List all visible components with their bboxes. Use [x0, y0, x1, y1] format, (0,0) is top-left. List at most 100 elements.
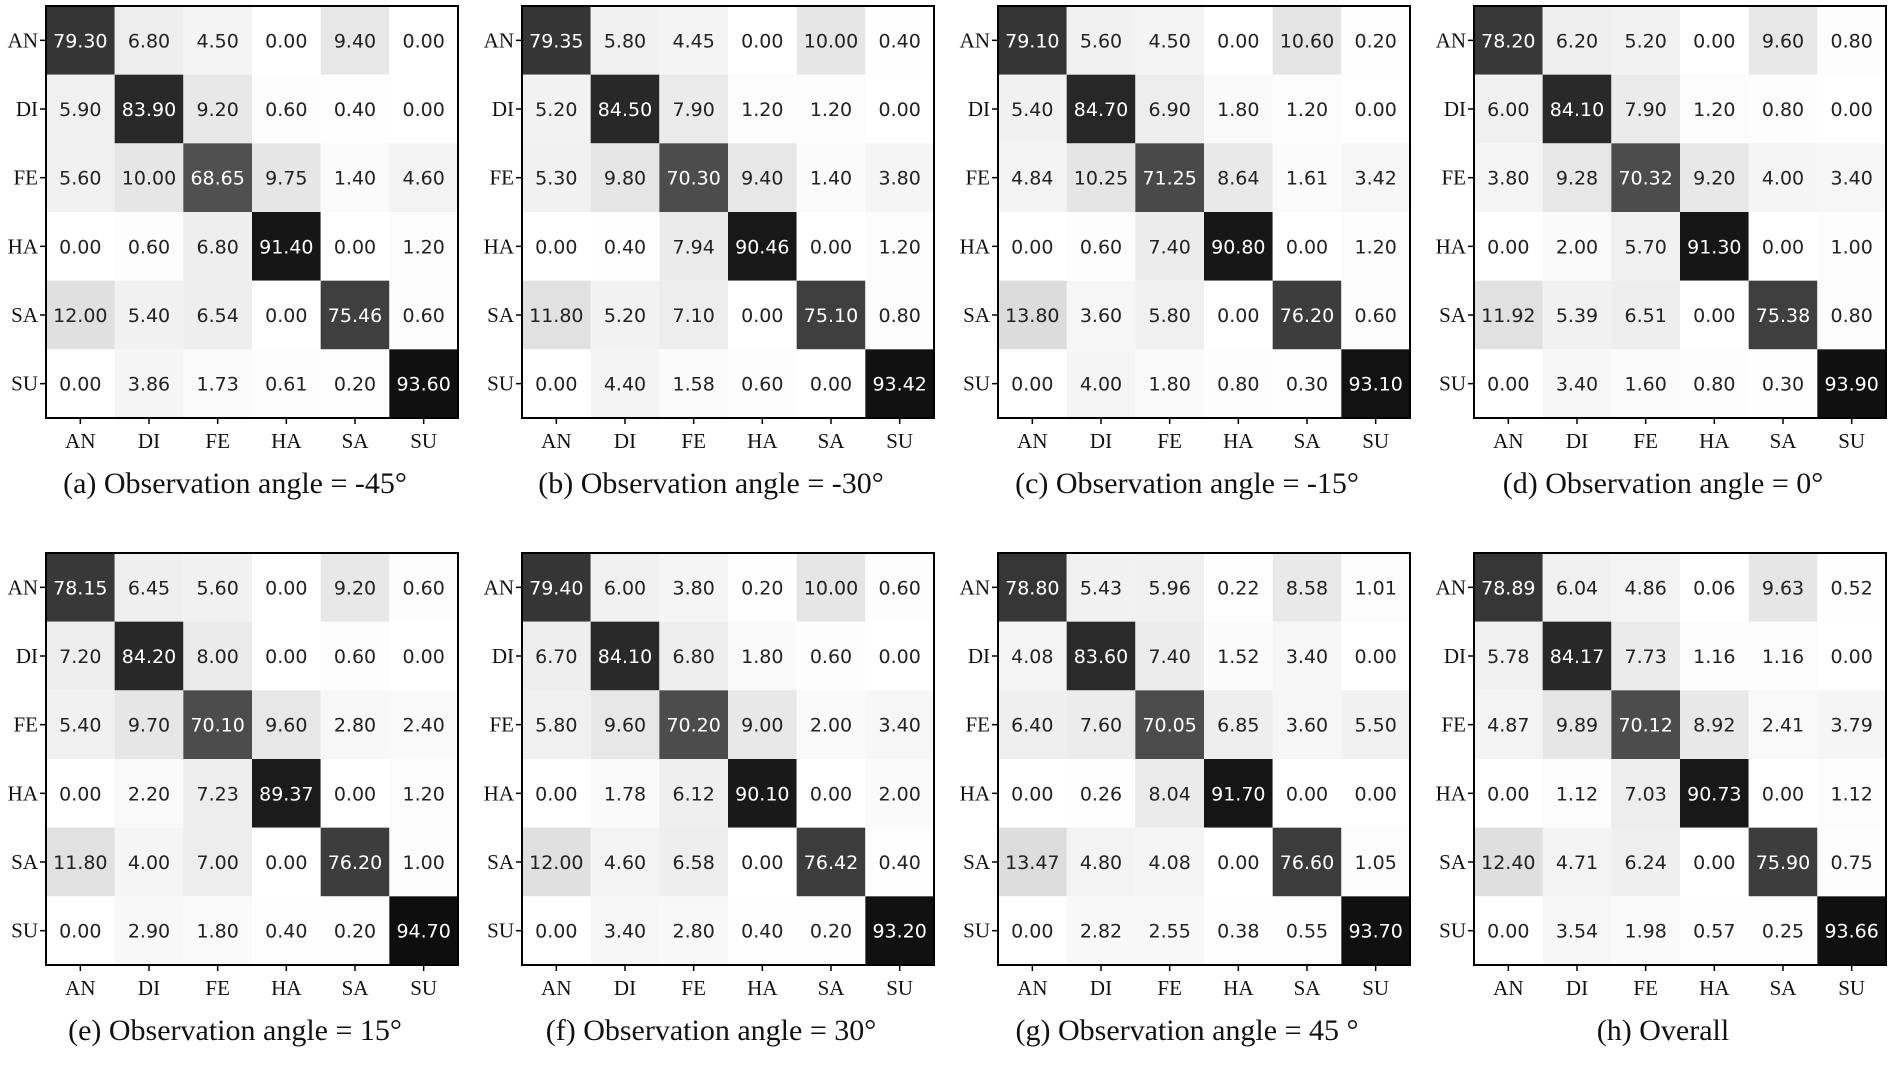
- y-tick-label: DI: [1444, 644, 1466, 668]
- y-tick-label: SU: [963, 372, 990, 396]
- cell-value-label: 0.00: [1217, 30, 1259, 52]
- matrix-cell: [1204, 827, 1273, 897]
- cell-value-label: 0.25: [1762, 921, 1804, 943]
- x-tick-label: SU: [410, 429, 437, 453]
- matrix-cell: [46, 621, 115, 691]
- matrix-cell: [1680, 827, 1749, 897]
- matrix-cell: [590, 553, 660, 622]
- cell-value-label: 8.04: [1149, 783, 1191, 805]
- cell-value-label: 0.00: [1693, 30, 1735, 52]
- cell-value-label: 5.60: [59, 168, 101, 190]
- cell-value-label: 90.73: [1687, 783, 1741, 805]
- cell-value-label: 0.60: [265, 99, 307, 121]
- cell-value-label: 0.60: [128, 236, 170, 258]
- matrix-cell: [1817, 212, 1886, 281]
- matrix-cell: [1611, 759, 1680, 828]
- matrix-cell: [1611, 896, 1680, 965]
- matrix-cell: [183, 896, 252, 965]
- matrix-cell: [1680, 896, 1749, 965]
- cell-value-label: 3.40: [1556, 374, 1598, 396]
- matrix-cell: [1542, 212, 1612, 281]
- matrix-cell: [389, 827, 458, 897]
- y-tick-label: AN: [8, 28, 38, 52]
- matrix-cell: [1474, 827, 1543, 897]
- cell-value-label: 2.00: [879, 783, 921, 805]
- cell-value-label: 1.40: [810, 168, 852, 190]
- x-tick-label: FE: [1633, 976, 1658, 1000]
- cell-value-label: 1.80: [1149, 374, 1191, 396]
- x-tick-label: AN: [541, 429, 571, 453]
- matrix-cell: [1135, 6, 1204, 75]
- y-tick-label: FE: [1441, 713, 1466, 737]
- matrix-cell: [1817, 6, 1886, 75]
- x-tick-label: DI: [138, 976, 160, 1000]
- matrix-cell: [252, 690, 321, 759]
- matrix-cell: [659, 74, 728, 144]
- x-tick-label: SU: [886, 976, 913, 1000]
- matrix-cell: [728, 759, 797, 828]
- cell-value-label: 3.40: [604, 921, 646, 943]
- cell-value-label: 12.40: [1481, 852, 1535, 874]
- cell-value-label: 5.60: [197, 577, 239, 599]
- x-tick-label: DI: [1566, 429, 1588, 453]
- cell-value-label: 0.30: [1762, 374, 1804, 396]
- cell-value-label: 9.80: [604, 168, 646, 190]
- matrix-cell: [320, 827, 390, 897]
- cell-value-label: 1.05: [1355, 852, 1397, 874]
- x-tick-label: HA: [1699, 976, 1730, 1000]
- matrix-cell: [1066, 553, 1136, 622]
- matrix-cell: [1272, 896, 1342, 965]
- matrix-cell: [1611, 143, 1680, 212]
- y-tick-label: HA: [960, 781, 991, 805]
- matrix-cell: [590, 690, 660, 759]
- matrix-cell: [1204, 621, 1273, 691]
- matrix-cell: [1680, 553, 1749, 622]
- cell-value-label: 0.00: [1355, 99, 1397, 121]
- matrix-cell: [114, 6, 184, 75]
- matrix-cell: [998, 827, 1067, 897]
- matrix-cell: [389, 690, 458, 759]
- cell-value-label: 3.80: [673, 577, 715, 599]
- matrix-cell: [728, 349, 797, 418]
- x-tick-label: FE: [1157, 429, 1182, 453]
- cell-value-label: 0.00: [1011, 921, 1053, 943]
- cell-value-label: 1.01: [1355, 577, 1397, 599]
- cell-value-label: 5.20: [535, 99, 577, 121]
- cell-value-label: 4.40: [604, 374, 646, 396]
- matrix-cell: [252, 74, 321, 144]
- cell-value-label: 8.00: [197, 646, 239, 668]
- x-tick-label: FE: [1633, 429, 1658, 453]
- cell-value-label: 0.00: [1355, 783, 1397, 805]
- matrix-cell: [1611, 621, 1680, 691]
- matrix-cell: [1066, 280, 1136, 350]
- cell-value-label: 6.70: [535, 646, 577, 668]
- y-tick-label: DI: [1444, 97, 1466, 121]
- cell-value-label: 6.85: [1217, 715, 1259, 737]
- matrix-cell: [728, 143, 797, 212]
- matrix-cell: [1135, 212, 1204, 281]
- cell-value-label: 1.80: [1217, 99, 1259, 121]
- matrix-cell: [659, 349, 728, 418]
- cell-value-label: 79.40: [529, 577, 583, 599]
- cell-value-label: 0.00: [1286, 783, 1328, 805]
- cell-value-label: 12.00: [53, 305, 107, 327]
- cell-value-label: 6.58: [673, 852, 715, 874]
- matrix-cell: [796, 6, 866, 75]
- matrix-cell: [590, 621, 660, 691]
- y-tick-label: SA: [963, 850, 991, 874]
- matrix-cell: [1748, 690, 1818, 759]
- cell-value-label: 0.00: [741, 305, 783, 327]
- cell-value-label: 3.40: [1286, 646, 1328, 668]
- cell-value-label: 0.00: [265, 305, 307, 327]
- cell-value-label: 2.20: [128, 783, 170, 805]
- cell-value-label: 0.52: [1831, 577, 1873, 599]
- matrix-cell: [1680, 74, 1749, 144]
- y-tick-label: AN: [484, 575, 514, 599]
- matrix-cell: [1341, 621, 1410, 691]
- cell-value-label: 1.20: [1286, 99, 1328, 121]
- cell-value-label: 0.00: [1217, 305, 1259, 327]
- matrix-cell: [1817, 896, 1886, 965]
- matrix-cell: [1066, 621, 1136, 691]
- cell-value-label: 75.46: [328, 305, 382, 327]
